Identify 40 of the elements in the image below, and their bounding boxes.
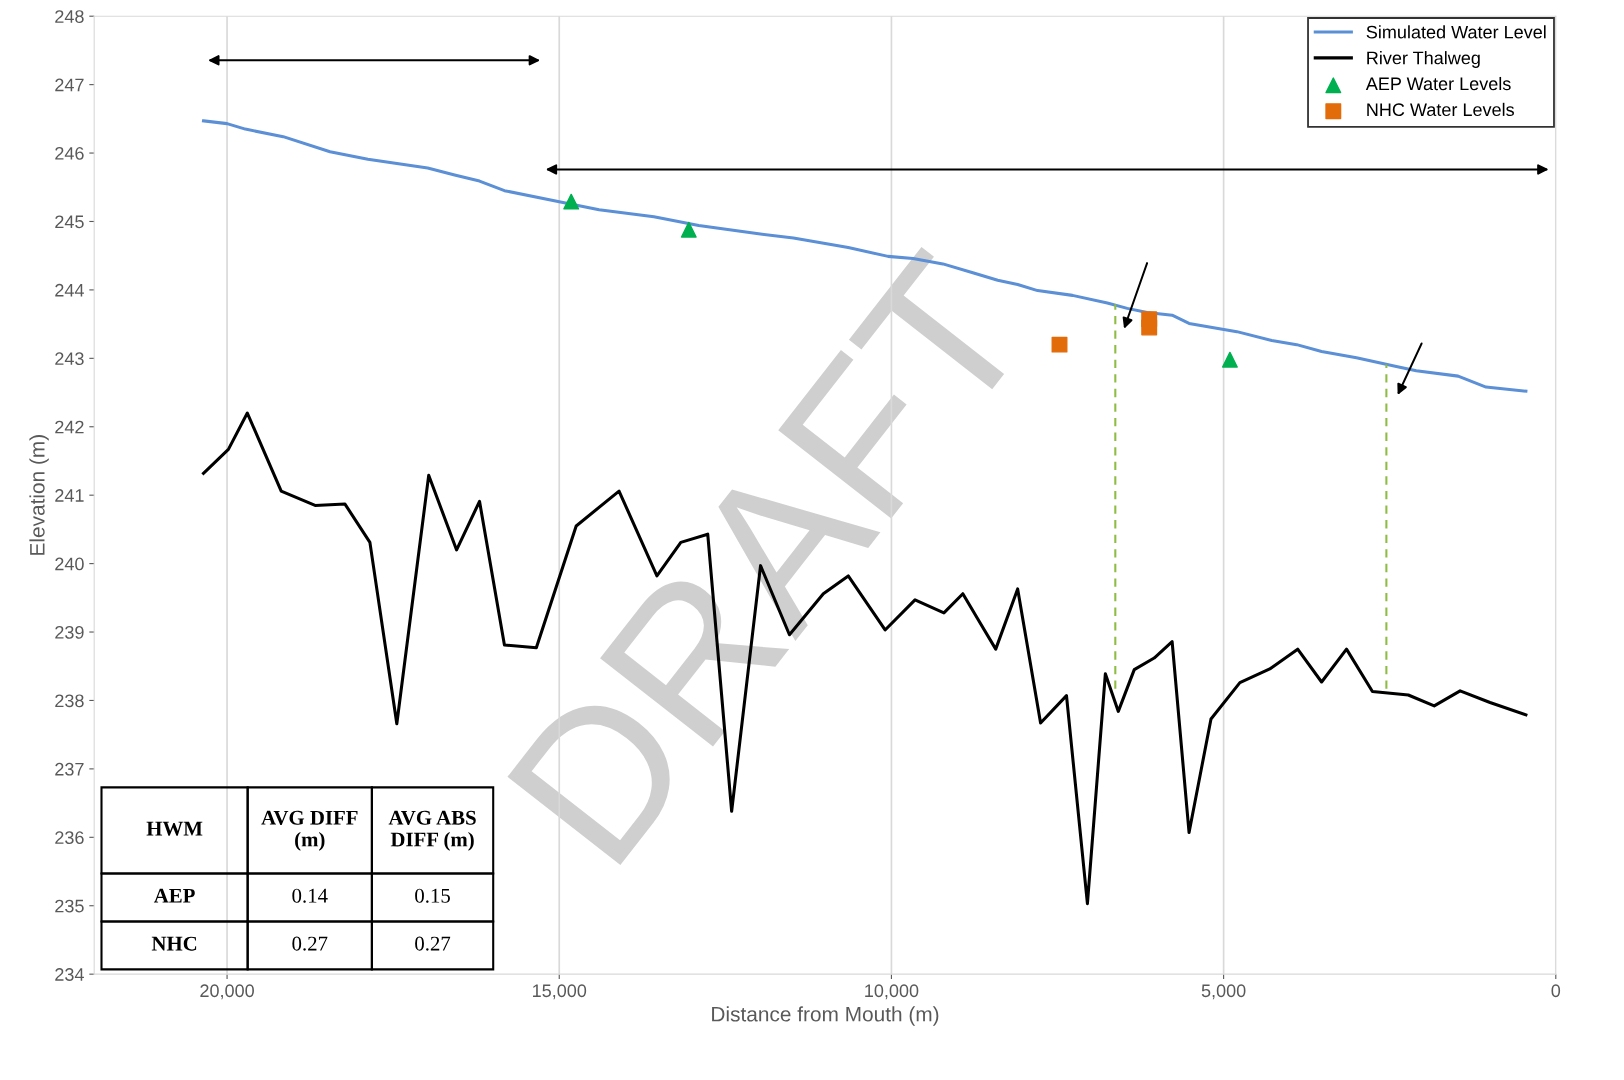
x-tick-label: 15,000 — [533, 984, 587, 1000]
y-tick-label: 247 — [55, 78, 84, 92]
y-tick-label: 235 — [55, 899, 84, 913]
annotation: 0.15 — [415, 888, 450, 903]
point — [1051, 336, 1068, 353]
y-tick-label: 236 — [55, 831, 84, 845]
y-tick-label: 244 — [55, 283, 84, 297]
annotation: AVG ABS DIFF (m) — [388, 810, 476, 851]
y-tick-label: 234 — [55, 968, 84, 981]
legend-label: NHC Water Levels — [1367, 102, 1514, 117]
annotation: HWM — [146, 821, 203, 836]
x-tick-label: 20,000 — [200, 984, 254, 1000]
y-tick-label: 239 — [55, 625, 84, 639]
point — [680, 221, 697, 238]
x-axis-title: Distance from Mouth (m) — [712, 1006, 939, 1026]
annotation: AVG DIFF (m) — [261, 810, 358, 851]
y-tick-label: 248 — [55, 10, 84, 23]
point — [1141, 319, 1158, 336]
point — [1221, 351, 1238, 368]
annotation: AEP — [153, 888, 195, 903]
y-tick-label: 245 — [55, 215, 84, 229]
y-tick-label: 243 — [55, 352, 84, 366]
y-tick-label: 246 — [55, 146, 84, 160]
y-tick-label: 242 — [55, 420, 84, 434]
annotation: 0.14 — [292, 888, 328, 903]
x-tick-label: 5,000 — [1201, 984, 1246, 1000]
x-tick-label: 10,000 — [865, 984, 919, 1000]
x-tick-label: 0 — [1551, 984, 1561, 998]
annotation: 0.27 — [292, 936, 328, 951]
y-tick-label: 237 — [55, 762, 84, 776]
legend-label: River Thalweg — [1367, 51, 1480, 68]
annotation: NHC — [151, 936, 197, 951]
y-axis-title: Elevation (m) — [29, 435, 49, 555]
y-tick-label: 238 — [55, 694, 84, 708]
y-tick-label: 241 — [55, 489, 84, 502]
annotation: 0.27 — [415, 936, 451, 951]
y-tick-label: 240 — [55, 557, 84, 571]
legend-label: AEP Water Levels — [1365, 76, 1511, 91]
point — [563, 193, 580, 210]
legend-label: Simulated Water Level — [1366, 25, 1546, 39]
